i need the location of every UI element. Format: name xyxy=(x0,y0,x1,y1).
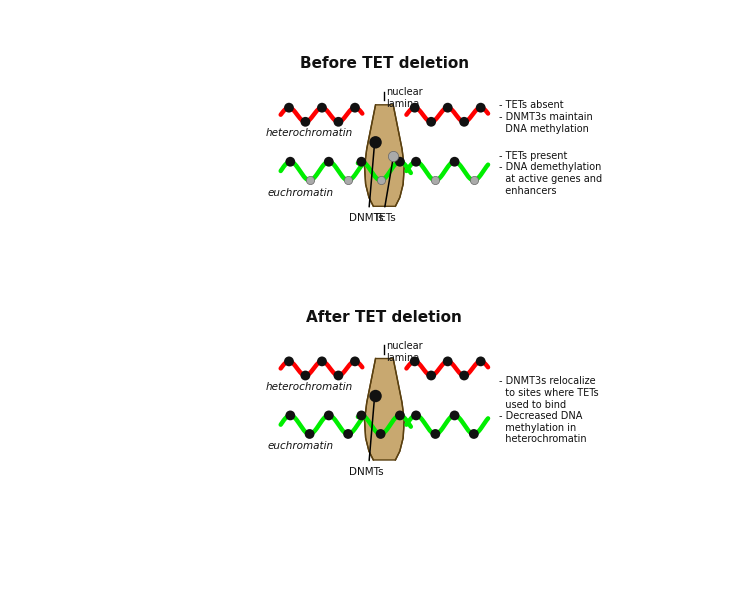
Text: heterochromatin: heterochromatin xyxy=(266,128,353,138)
Point xyxy=(475,103,487,113)
Point xyxy=(349,103,361,113)
Point xyxy=(332,117,344,127)
Text: nuclear
lamina: nuclear lamina xyxy=(386,87,423,109)
Title: After TET deletion: After TET deletion xyxy=(307,310,462,325)
Point xyxy=(284,410,296,420)
Point xyxy=(475,357,487,367)
Title: Before TET deletion: Before TET deletion xyxy=(300,57,469,71)
Text: DNMTs: DNMTs xyxy=(350,213,384,223)
Polygon shape xyxy=(224,0,545,27)
Point xyxy=(322,410,334,420)
Point xyxy=(284,157,296,167)
Point xyxy=(442,103,454,113)
Point xyxy=(342,429,354,439)
Point xyxy=(387,151,399,161)
Point xyxy=(409,357,421,367)
Point xyxy=(316,103,328,113)
Point xyxy=(375,176,387,185)
Point xyxy=(283,357,295,367)
Point xyxy=(468,429,480,439)
Polygon shape xyxy=(364,105,404,206)
Point xyxy=(409,103,421,113)
Point xyxy=(448,157,460,167)
Text: TETs: TETs xyxy=(373,213,396,223)
Point xyxy=(458,371,470,381)
Point xyxy=(349,357,361,367)
Point xyxy=(375,429,387,439)
Point xyxy=(322,157,334,167)
Text: DNMTs: DNMTs xyxy=(350,466,384,477)
Point xyxy=(448,410,460,420)
Point xyxy=(410,410,422,420)
Point xyxy=(356,410,368,420)
Point xyxy=(425,117,437,127)
Point xyxy=(316,357,328,367)
Point xyxy=(442,357,454,367)
Point xyxy=(394,410,406,420)
Point xyxy=(458,117,470,127)
Point xyxy=(283,103,295,113)
Point xyxy=(304,429,316,439)
Point xyxy=(429,176,441,185)
Point xyxy=(332,371,344,381)
Point xyxy=(410,157,422,167)
Point xyxy=(299,371,311,381)
Point xyxy=(425,371,437,381)
Point xyxy=(394,157,406,167)
Point xyxy=(356,157,368,167)
Text: heterochromatin: heterochromatin xyxy=(266,382,353,392)
Polygon shape xyxy=(364,359,404,460)
Text: - DNMT3s relocalize
  to sites where TETs
  used to bind
- Decreased DNA
  methy: - DNMT3s relocalize to sites where TETs … xyxy=(499,376,598,444)
Point xyxy=(370,391,382,401)
Point xyxy=(429,429,441,439)
Point xyxy=(299,117,311,127)
Point xyxy=(304,176,316,185)
Point xyxy=(370,137,382,147)
Text: euchromatin: euchromatin xyxy=(268,441,334,452)
Point xyxy=(342,176,354,185)
Text: nuclear
lamina: nuclear lamina xyxy=(386,341,423,363)
Text: - TETs present
- DNA demethylation
  at active genes and
  enhancers: - TETs present - DNA demethylation at ac… xyxy=(499,151,602,196)
Point xyxy=(468,176,480,185)
Text: - TETs absent
- DNMT3s maintain
  DNA methylation: - TETs absent - DNMT3s maintain DNA meth… xyxy=(499,100,592,134)
Text: euchromatin: euchromatin xyxy=(268,187,334,198)
